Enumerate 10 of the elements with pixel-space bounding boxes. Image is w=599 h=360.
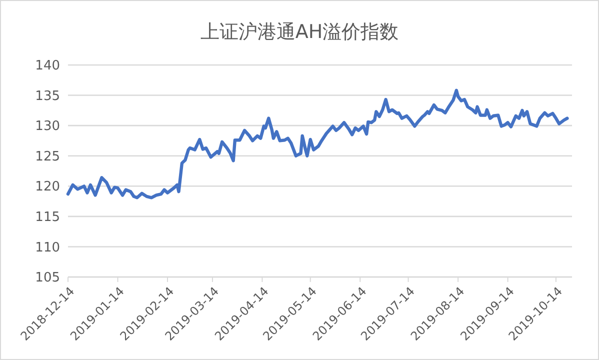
y-tick-label: 120: [35, 180, 60, 195]
y-tick-label: 105: [35, 270, 60, 286]
y-tick-label: 130: [35, 119, 60, 134]
y-tick-label: 115: [35, 210, 60, 225]
y-tick-label: 135: [35, 88, 60, 104]
line-series: [66, 88, 569, 200]
y-tick-label: 110: [35, 240, 60, 256]
y-tick-label: 140: [35, 58, 60, 74]
chart-title: 上证沪港通AH溢价指数: [200, 21, 399, 43]
y-tick-label: 125: [35, 149, 60, 164]
